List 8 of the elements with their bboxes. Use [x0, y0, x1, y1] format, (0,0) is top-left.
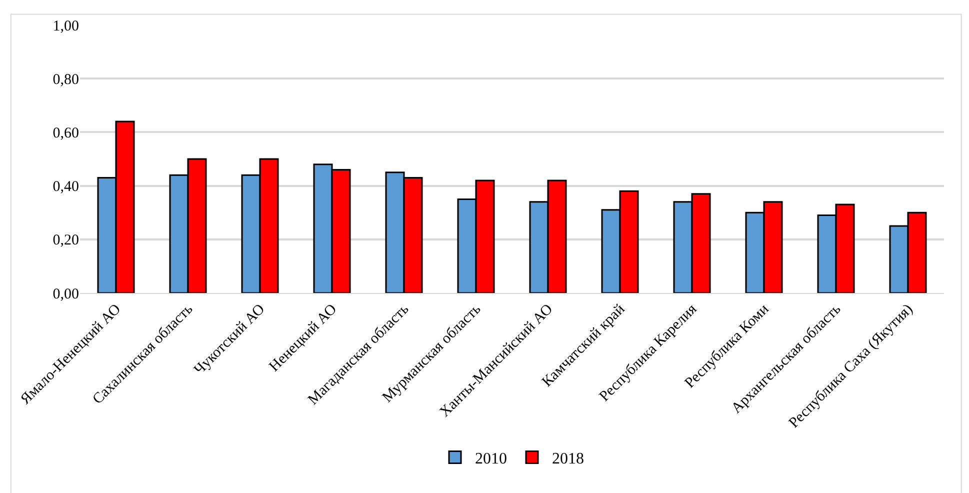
y-tick-label: 0,60	[52, 125, 79, 142]
y-tick-label: 1,00	[52, 18, 79, 34]
y-tick-label: 0,40	[52, 179, 79, 196]
legend-label: 2010	[475, 450, 507, 468]
legend-label: 2018	[552, 450, 584, 468]
y-tick-label: 0,80	[52, 72, 79, 88]
y-tick-label: 0,00	[52, 286, 79, 302]
y-tick-label: 0,20	[52, 232, 79, 249]
